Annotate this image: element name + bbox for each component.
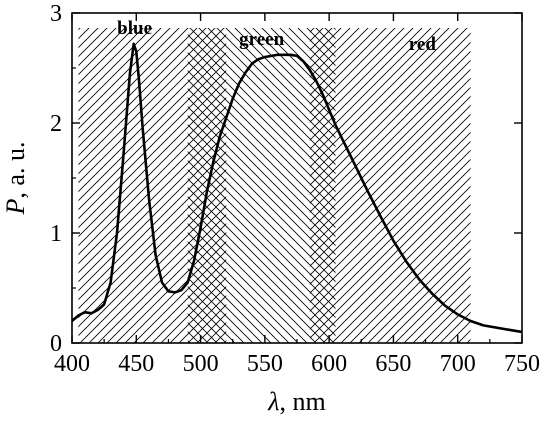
x-tick-label: 400 bbox=[54, 351, 90, 377]
y-tick-label: 0 bbox=[50, 331, 62, 357]
x-axis-symbol: λ bbox=[267, 387, 279, 416]
spectrum-curve bbox=[72, 42, 522, 334]
x-axis-unit: , nm bbox=[280, 387, 326, 416]
spectrum-line bbox=[72, 42, 522, 334]
x-tick-label: 500 bbox=[183, 351, 219, 377]
spectral-bands: blue green red bbox=[78, 18, 471, 343]
y-axis-unit: , a. u. bbox=[1, 142, 30, 199]
x-tick-label: 550 bbox=[247, 351, 283, 377]
y-tick-label: 3 bbox=[50, 1, 62, 27]
band-red bbox=[309, 28, 471, 343]
band-label-blue: blue bbox=[117, 18, 152, 39]
x-tick-label: 600 bbox=[311, 351, 347, 377]
y-axis-title: P, a. u. bbox=[1, 142, 30, 216]
x-tick-label: 750 bbox=[504, 351, 540, 377]
band-label-green: green bbox=[239, 29, 284, 50]
y-axis-symbol: P bbox=[1, 198, 30, 215]
y-tick-label: 2 bbox=[50, 111, 62, 137]
x-tick-label: 450 bbox=[118, 351, 154, 377]
y-tick-label: 1 bbox=[50, 221, 62, 247]
band-label-red: red bbox=[409, 34, 437, 55]
x-axis-title: λ, nm bbox=[267, 387, 326, 416]
x-tick-label: 650 bbox=[375, 351, 411, 377]
y-axis-ticks: 0 1 2 3 bbox=[50, 1, 522, 357]
x-axis-ticks: 400 450 500 550 600 650 700 750 bbox=[54, 13, 540, 377]
x-tick-label: 700 bbox=[440, 351, 476, 377]
